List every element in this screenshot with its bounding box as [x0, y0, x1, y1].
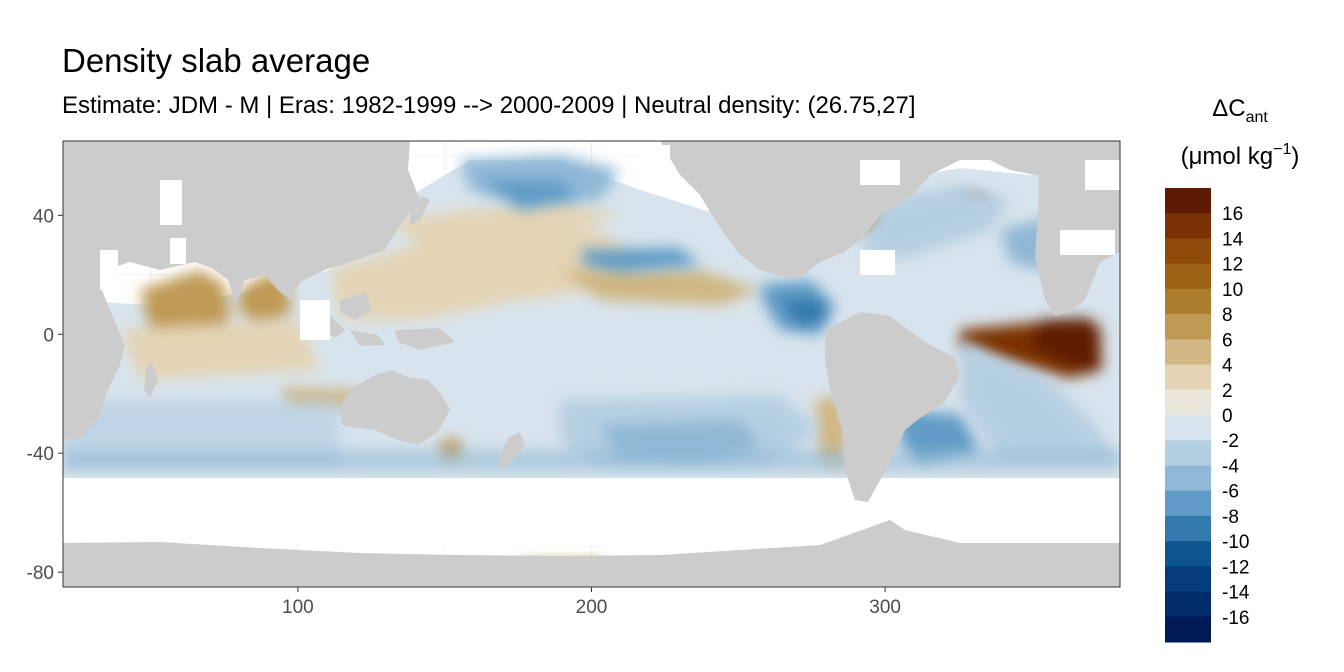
anomaly-central-north-pacific — [580, 248, 700, 272]
legend-label: 4 — [1222, 356, 1233, 377]
legend-label: -6 — [1222, 482, 1239, 503]
y-tick-label: 40 — [33, 206, 54, 227]
legend: ΔCant (μmol kg−1) 16 14 12 10 8 6 4 2 0 -2 -4 -6 -8 -… — [1165, 95, 1299, 643]
anomaly-west-pacific — [330, 230, 640, 320]
no-data-mediterranean — [1060, 230, 1115, 255]
legend-label: 6 — [1222, 330, 1233, 351]
anomaly-north-pacific-central — [380, 200, 620, 250]
legend-label: 2 — [1222, 381, 1233, 402]
legend-label: -14 — [1222, 583, 1250, 604]
legend-swatch — [1165, 314, 1211, 340]
legend-swatch — [1165, 213, 1211, 239]
legend-unit-main: (μmol kg — [1181, 143, 1274, 170]
legend-swatch — [1165, 188, 1211, 214]
no-data-south-china-sea — [300, 300, 330, 340]
anomaly-tropical-atlantic-core — [1030, 318, 1100, 372]
land-japan — [410, 196, 430, 225]
no-data-red-sea — [100, 250, 118, 290]
legend-label: 16 — [1222, 204, 1243, 225]
anomaly-arabian-sea — [140, 270, 230, 340]
land-south-america — [825, 312, 960, 502]
anomaly-south-atlantic-mid — [960, 340, 1120, 460]
y-tick-label: -80 — [27, 563, 54, 584]
no-data-caribbean — [860, 250, 895, 275]
legend-label: -16 — [1222, 608, 1249, 629]
legend-swatch — [1165, 389, 1211, 416]
y-axis: 40 0 -40 -80 — [27, 206, 63, 584]
coastal-no-data — [100, 145, 1120, 340]
legend-swatch — [1165, 288, 1211, 315]
land-australia — [340, 370, 450, 445]
x-axis: 100 200 300 — [282, 587, 901, 618]
land-new-guinea — [395, 328, 455, 350]
legend-unit-close: ) — [1291, 143, 1299, 170]
chart-subtitle: Estimate: JDM - M | Eras: 1982-1999 --> … — [62, 92, 916, 119]
legend-swatch — [1165, 364, 1211, 391]
no-data-hudson — [860, 160, 900, 185]
legend-label: -2 — [1222, 431, 1239, 452]
legend-swatch — [1165, 591, 1211, 618]
southern-no-data-band — [63, 478, 1120, 544]
legend-labels: 16 14 12 10 8 6 4 2 0 -2 -4 -6 -8 -10 -12 -14 -16 — [1222, 204, 1250, 629]
land-antarctica — [63, 520, 1120, 587]
plot-panel — [62, 140, 1121, 588]
negative-anomalies — [63, 155, 1120, 470]
anomaly-eastern-tropical-pacific-core — [780, 298, 830, 328]
legend-title: ΔCant — [1212, 95, 1268, 126]
legend-swatch — [1165, 440, 1211, 466]
land-madagascar — [144, 362, 158, 398]
anomaly-southern-band — [63, 450, 1120, 470]
land-eurasia-africa — [63, 141, 420, 305]
legend-unit-superscript: −1 — [1273, 141, 1291, 158]
legend-swatch — [1165, 490, 1211, 517]
legend-label: -10 — [1222, 532, 1249, 553]
legend-label: 10 — [1222, 280, 1243, 301]
y-tick-label: 0 — [43, 325, 54, 346]
legend-swatch — [1165, 465, 1211, 492]
land-greenland — [1030, 141, 1050, 160]
land-borneo — [340, 292, 372, 320]
no-data-baltic — [1085, 160, 1120, 190]
legend-swatch — [1165, 415, 1211, 441]
anomaly-north-indian — [120, 320, 320, 380]
land-north-america — [660, 141, 1110, 278]
legend-unit: (μmol kg−1) — [1181, 141, 1300, 170]
land-africa-south — [63, 285, 125, 440]
y-tick-label: -40 — [27, 444, 54, 465]
x-tick-label: 200 — [576, 597, 608, 618]
legend-label: -8 — [1222, 507, 1239, 528]
legend-label: 14 — [1222, 229, 1244, 250]
legend-title-main: ΔC — [1212, 95, 1245, 122]
legend-label: -4 — [1222, 456, 1239, 477]
x-tick-label: 300 — [869, 597, 901, 618]
map-layers — [63, 141, 1120, 587]
legend-label: 0 — [1222, 406, 1233, 427]
positive-anomalies — [120, 195, 1102, 570]
legend-swatch — [1165, 566, 1211, 593]
legend-swatch — [1165, 515, 1211, 542]
x-tick-label: 100 — [282, 597, 314, 618]
legend-label: 8 — [1222, 305, 1233, 326]
anomaly-subtropical-pacific — [560, 270, 760, 305]
land-new-zealand — [498, 432, 525, 468]
no-data-bering — [640, 145, 670, 170]
land-masses — [63, 141, 1120, 587]
no-data-arctic-siberia — [160, 180, 182, 225]
no-data-regions — [63, 478, 1120, 552]
legend-label: 12 — [1222, 255, 1243, 276]
anomaly-north-pacific-core — [480, 180, 580, 210]
chart-title: Density slab average — [62, 42, 371, 79]
legend-swatch — [1165, 238, 1211, 265]
legend-swatch — [1165, 263, 1211, 290]
legend-title-subscript: ant — [1246, 109, 1269, 126]
legend-swatch — [1165, 541, 1211, 567]
no-data-persian-gulf — [170, 238, 186, 264]
legend-swatch — [1165, 339, 1211, 366]
legend-label: -12 — [1222, 557, 1249, 578]
legend-swatch — [1165, 616, 1211, 643]
land-indonesia-2 — [350, 330, 385, 346]
legend-swatches — [1165, 188, 1211, 643]
